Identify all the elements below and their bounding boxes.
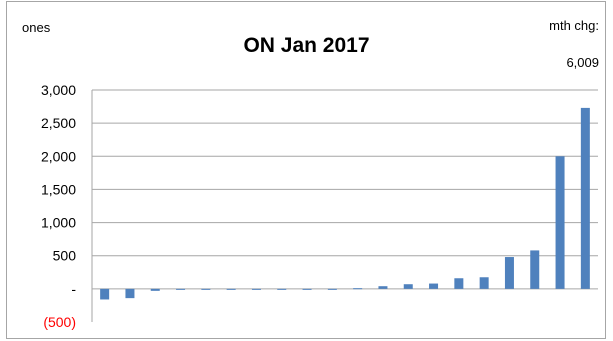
bar-13 xyxy=(403,284,413,289)
bar-12 xyxy=(378,286,388,289)
bar-17 xyxy=(504,257,514,289)
month-change-label: mth chg: xyxy=(549,18,599,33)
bar-15 xyxy=(454,278,464,289)
bar-3 xyxy=(150,288,160,291)
y-tick-label: 1,000 xyxy=(41,215,76,231)
bar-16 xyxy=(479,277,489,289)
bar-6 xyxy=(226,288,236,290)
bar-14 xyxy=(429,283,439,289)
bar-7 xyxy=(251,288,261,290)
bar-8 xyxy=(277,288,287,290)
y-tick-label: (500) xyxy=(43,314,76,330)
bar-20 xyxy=(580,107,590,289)
chart-title: ON Jan 2017 xyxy=(243,34,370,57)
y-tick-label: 2,500 xyxy=(41,115,76,131)
bar-4 xyxy=(176,288,186,290)
y-tick-label: 3,000 xyxy=(41,82,76,98)
y-tick-label: 2,000 xyxy=(41,148,76,164)
bar-10 xyxy=(327,288,337,290)
bar-5 xyxy=(201,288,211,290)
bar-19 xyxy=(555,156,565,289)
bar-18 xyxy=(530,250,540,289)
y-tick-label: - xyxy=(71,281,76,297)
bar-11 xyxy=(353,288,363,290)
bar-9 xyxy=(302,288,312,290)
units-label: ones xyxy=(22,20,51,35)
y-tick-label: 500 xyxy=(53,248,77,264)
bar-2 xyxy=(125,288,135,299)
y-tick-label: 1,500 xyxy=(41,181,76,197)
month-change-value: 6,009 xyxy=(566,55,599,70)
bar-1 xyxy=(100,288,110,300)
